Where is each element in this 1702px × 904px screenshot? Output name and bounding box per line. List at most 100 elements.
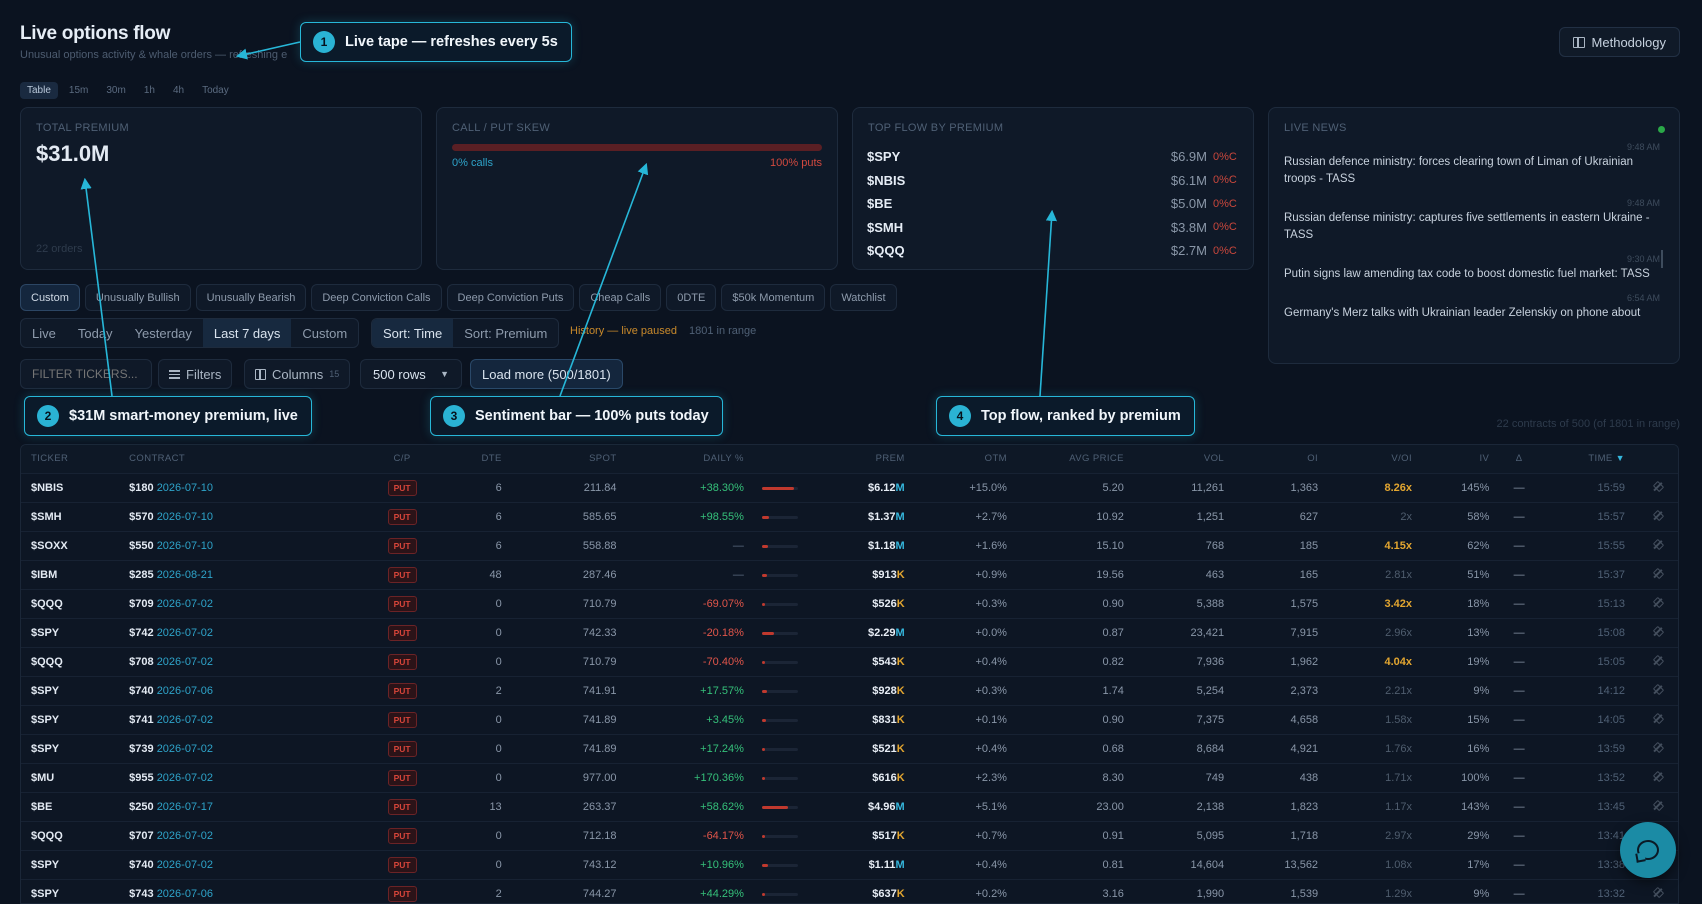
col-iv[interactable]: IV — [1422, 445, 1500, 473]
pin-icon[interactable] — [1652, 800, 1663, 811]
row-ticker[interactable]: $SPY — [21, 704, 120, 734]
preset-unusually-bullish[interactable]: Unusually Bullish — [84, 284, 191, 311]
row-ticker[interactable]: $QQQ — [21, 820, 120, 850]
pin-icon[interactable] — [1652, 742, 1663, 753]
table-row[interactable]: $BE $250 2026-07-17 PUT 13 263.37 +58.62% $4.9… — [21, 791, 1678, 821]
table-row[interactable]: $NBIS $180 2026-07-10 PUT 6 211.84 +38.30% $6.… — [21, 472, 1678, 502]
row-ticker[interactable]: $SPY — [21, 849, 120, 879]
row-ticker[interactable]: $SPY — [21, 617, 120, 647]
chat-button[interactable] — [1620, 822, 1676, 878]
range-custom[interactable]: Custom — [302, 325, 348, 341]
table-row[interactable]: $SPY $739 2026-07-02 PUT 0 741.89 +17.24% $521… — [21, 733, 1678, 763]
row-ticker[interactable]: $QQQ — [21, 588, 120, 618]
pin-icon[interactable] — [1652, 626, 1663, 637]
methodology-button[interactable]: Methodology — [1558, 27, 1680, 57]
news-item[interactable]: 9:30 AM Putin signs law amending tax cod… — [1284, 254, 1664, 283]
col-time[interactable]: TIME ▼ — [1538, 445, 1635, 473]
pin-icon[interactable] — [1652, 597, 1663, 608]
col-ticker[interactable]: TICKER — [21, 445, 120, 473]
col-avg-price[interactable]: AVG PRICE — [1016, 445, 1134, 473]
pin-icon[interactable] — [1652, 481, 1663, 492]
news-item[interactable]: 9:48 AM Russian defense ministry: captur… — [1284, 198, 1664, 244]
range-live[interactable]: Live — [32, 325, 56, 341]
row-ticker[interactable]: $SPY — [21, 878, 120, 903]
col-oi[interactable]: OI — [1234, 445, 1329, 473]
preset-watchlist[interactable]: Watchlist — [830, 284, 897, 311]
table-row[interactable]: $QQQ $709 2026-07-02 PUT 0 710.79 -69.07% $526… — [21, 588, 1678, 618]
table-row[interactable]: $SPY $741 2026-07-02 PUT 0 741.89 +3.45% $831K… — [21, 704, 1678, 734]
range-yesterday[interactable]: Yesterday — [134, 325, 192, 341]
table-row[interactable]: $MU $955 2026-07-02 PUT 0 977.00 +170.36% $616… — [21, 762, 1678, 792]
top-flow-row[interactable]: $SMH $3.8M 0%C — [867, 216, 1239, 240]
news-scrollbar[interactable] — [1661, 250, 1663, 268]
table-row[interactable]: $QQQ $707 2026-07-02 PUT 0 712.18 -64.17% $517… — [21, 820, 1678, 850]
pin-icon[interactable] — [1652, 771, 1663, 782]
pin-icon[interactable] — [1652, 568, 1663, 579]
pin-icon[interactable] — [1652, 539, 1663, 550]
col-spot[interactable]: SPOT — [511, 445, 627, 473]
preset-unusually-bearish[interactable]: Unusually Bearish — [195, 284, 307, 311]
table-row[interactable]: $SPY $740 2026-07-02 PUT 0 743.12 +10.96% $1.1… — [21, 849, 1678, 879]
col-vol[interactable]: VOL — [1133, 445, 1235, 473]
top-flow-row[interactable]: $QQQ $2.7M 0%C — [867, 239, 1239, 263]
row-delta: — — [1499, 675, 1539, 705]
ticker-filter-input[interactable] — [20, 359, 152, 389]
preset-50k-momentum[interactable]: $50k Momentum — [721, 284, 826, 311]
preset-0dte[interactable]: 0DTE — [666, 284, 717, 311]
top-flow-row[interactable]: $NBIS $6.1M 0%C — [867, 169, 1239, 193]
news-headline: Russian defence ministry: forces clearin… — [1284, 156, 1633, 185]
table-row[interactable]: $QQQ $708 2026-07-02 PUT 0 710.79 -70.40% $543… — [21, 646, 1678, 676]
row-ticker[interactable]: $SPY — [21, 675, 120, 705]
col-cp[interactable]: C/P — [365, 445, 439, 473]
col-delta[interactable]: Δ — [1499, 445, 1539, 473]
sort-premium[interactable]: Sort: Premium — [464, 325, 548, 341]
table-row[interactable]: $SPY $742 2026-07-02 PUT 0 742.33 -20.18% $2.2… — [21, 617, 1678, 647]
view-tab-15m[interactable]: 15m — [68, 85, 89, 96]
pin-icon[interactable] — [1652, 655, 1663, 666]
sort-time[interactable]: Sort: Time — [372, 319, 454, 347]
view-tab-table[interactable]: Table — [20, 82, 58, 99]
view-tab-4h[interactable]: 4h — [172, 85, 185, 96]
pin-icon[interactable] — [1652, 510, 1663, 521]
col-dte[interactable]: DTE — [438, 445, 512, 473]
pin-icon[interactable] — [1652, 887, 1663, 898]
col-otm[interactable]: OTM — [914, 445, 1017, 473]
row-ticker[interactable]: $NBIS — [21, 472, 120, 502]
preset-custom[interactable]: Custom — [20, 284, 80, 311]
view-tab-today[interactable]: Today — [202, 85, 229, 96]
range-last-7-days[interactable]: Last 7 days — [202, 319, 292, 347]
top-flow-row[interactable]: $SPY $6.9M 0%C — [867, 145, 1239, 169]
row-ticker[interactable]: $IBM — [21, 559, 120, 589]
row-ticker[interactable]: $BE — [21, 791, 120, 821]
row-ticker[interactable]: $SPY — [21, 733, 120, 763]
rows-per-page-select[interactable]: 500 rows ▼ — [360, 359, 462, 389]
row-ticker[interactable]: $SOXX — [21, 530, 120, 560]
table-row[interactable]: $IBM $285 2026-08-21 PUT 48 287.46— $913K +0.9… — [21, 559, 1678, 589]
news-item[interactable]: 6:54 AM Germany's Merz talks with Ukrain… — [1284, 293, 1664, 322]
row-ticker[interactable]: $SMH — [21, 501, 120, 531]
pin-icon[interactable] — [1652, 684, 1663, 695]
preset-cheap-calls[interactable]: Cheap Calls — [579, 284, 662, 311]
table-row[interactable]: $SOXX $550 2026-07-10 PUT 6 558.88— $1.18M +1.… — [21, 530, 1678, 560]
load-more-button[interactable]: Load more (500/1801) — [470, 359, 623, 389]
col-prem[interactable]: PREM — [820, 445, 915, 473]
columns-button[interactable]: Columns 15 — [244, 359, 351, 389]
col-daily[interactable]: DAILY % — [626, 445, 754, 473]
row-ticker[interactable]: $MU — [21, 762, 120, 792]
table-row[interactable]: $SMH $570 2026-07-10 PUT 6 585.65 +98.55% $1.3… — [21, 501, 1678, 531]
news-item[interactable]: 9:48 AM Russian defence ministry: forces… — [1284, 142, 1664, 188]
pin-icon[interactable] — [1652, 713, 1663, 724]
top-flow-row[interactable]: $BE $5.0M 0%C — [867, 192, 1239, 216]
preset-deep-conviction-calls[interactable]: Deep Conviction Calls — [311, 284, 442, 311]
range-today[interactable]: Today — [77, 325, 113, 341]
view-tab-30m[interactable]: 30m — [106, 85, 126, 96]
view-tab-1h[interactable]: 1h — [143, 85, 155, 96]
row-ticker[interactable]: $QQQ — [21, 646, 120, 676]
col-contract[interactable]: CONTRACT — [119, 445, 366, 473]
col-voi[interactable]: V/OI — [1328, 445, 1423, 473]
table-row[interactable]: $SPY $740 2026-07-06 PUT 2 741.91 +17.57% $928… — [21, 675, 1678, 705]
table-row[interactable]: $SPY $743 2026-07-06 PUT 2 744.27 +44.29% $637… — [21, 878, 1678, 903]
preset-deep-conviction-puts[interactable]: Deep Conviction Puts — [446, 284, 575, 311]
row-voi: 2.81x — [1328, 559, 1423, 589]
filters-button[interactable]: Filters — [158, 359, 233, 389]
